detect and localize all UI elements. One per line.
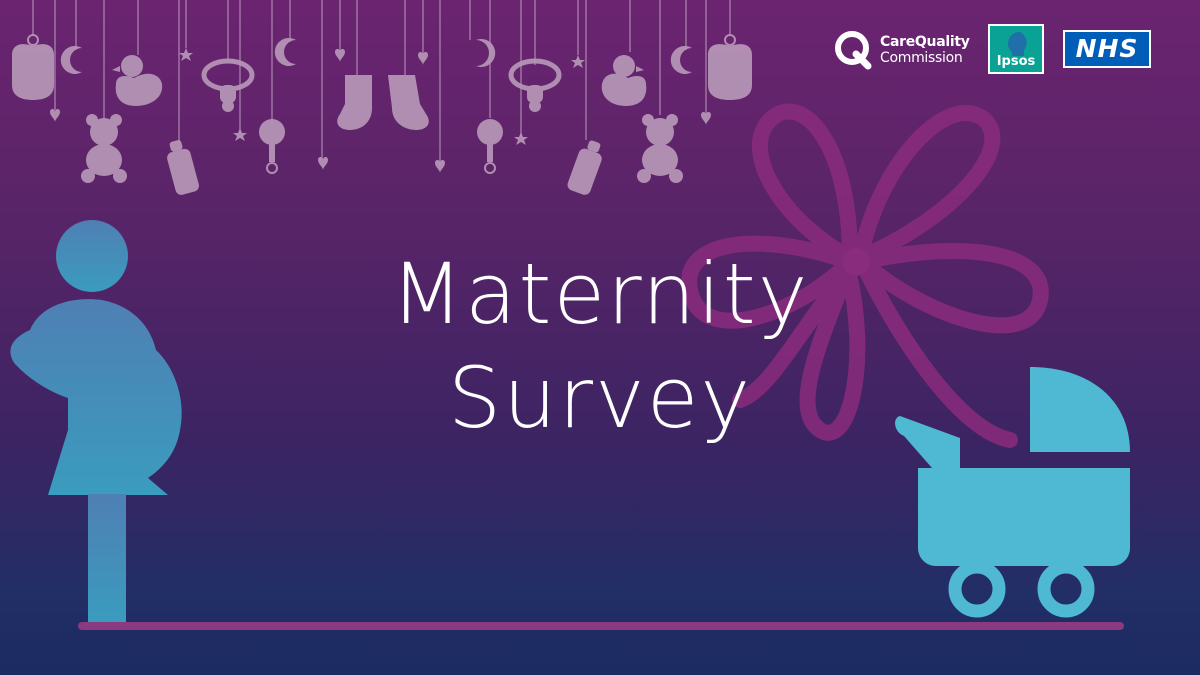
duck-icon — [601, 55, 647, 106]
bottle-icon — [167, 140, 199, 195]
star-icon — [514, 132, 528, 145]
duck-icon — [112, 55, 163, 106]
cqc-q-icon — [835, 31, 872, 70]
star-icon — [571, 55, 585, 68]
star-icon — [179, 48, 193, 61]
cqc-logo: CareQuality Commission — [834, 28, 970, 72]
rattle-icon — [259, 119, 285, 174]
cqc-line-1: CareQuality — [880, 34, 970, 50]
title-line-2: Survey — [447, 349, 753, 447]
bottle-icon — [567, 140, 602, 195]
heart-icon — [435, 160, 445, 173]
teddy-bear-icon — [637, 114, 683, 183]
nhs-logo: NHS — [1063, 30, 1151, 68]
heart-icon — [418, 52, 428, 65]
star-icon — [233, 128, 247, 141]
moon-icon — [60, 46, 82, 74]
ipsos-head-icon — [1008, 32, 1027, 56]
heart-icon — [50, 109, 60, 122]
heart-icon — [335, 49, 345, 62]
title-line-1: Maternity — [390, 245, 810, 343]
pacifier-icon — [508, 58, 562, 112]
rattle-icon — [477, 119, 503, 174]
cqc-line-2: Commission — [880, 50, 963, 66]
heart-icon — [701, 112, 711, 125]
teddy-bear-icon — [81, 114, 127, 183]
socks-icon — [337, 75, 429, 130]
heart-icon — [318, 157, 328, 170]
moon-icon — [476, 38, 496, 68]
ipsos-label: Ipsos — [996, 54, 1036, 69]
page-title: Maternity Survey — [340, 242, 860, 450]
pacifier-icon — [201, 58, 255, 112]
ipsos-logo: Ipsos — [988, 24, 1044, 74]
bib-icon — [708, 34, 752, 100]
bib-icon — [12, 34, 54, 100]
moon-icon — [670, 46, 692, 74]
moon-icon — [274, 38, 296, 66]
